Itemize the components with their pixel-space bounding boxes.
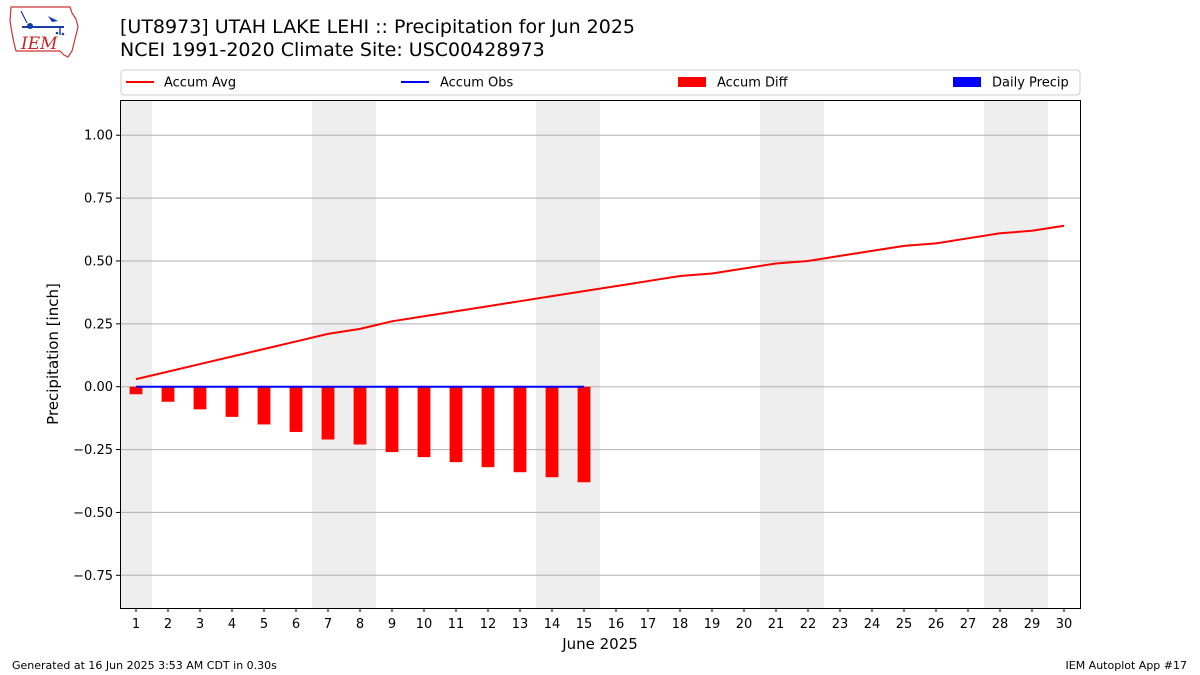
legend-label: Accum Avg	[164, 76, 236, 91]
y-axis: −0.75 −0.50 −0.25 0.00 0.25 0.50 0.75 1.00	[73, 129, 120, 584]
legend-accum-avg: Accum Avg	[126, 76, 236, 91]
y-tick-label: −0.25	[73, 443, 113, 458]
diff-bar	[353, 386, 367, 445]
x-tick-label: 17	[640, 617, 657, 632]
diff-bar	[513, 386, 527, 473]
x-tick-label: 2	[164, 617, 172, 632]
legend-accum-obs: Accum Obs	[401, 76, 513, 91]
x-tick-label: 21	[768, 617, 785, 632]
weekend-shading	[120, 100, 1048, 608]
y-tick-label: 0.00	[84, 380, 113, 395]
diff-bar	[257, 386, 271, 425]
x-tick-label: 11	[448, 617, 465, 632]
x-tick-label: 8	[356, 617, 364, 632]
x-tick-label: 14	[544, 617, 561, 632]
legend-swatch-bar	[953, 77, 981, 87]
iem-logo: IEM	[9, 6, 79, 58]
y-tick-label: 0.75	[84, 192, 113, 207]
weekend-band	[760, 100, 824, 608]
series-lines	[135, 224, 1065, 388]
x-tick-label: 25	[896, 617, 913, 632]
diff-bar	[225, 386, 239, 417]
x-tick-label: 5	[260, 617, 268, 632]
diff-bar	[481, 386, 495, 468]
x-tick-label: 13	[512, 617, 529, 632]
plot-frame	[120, 100, 1081, 609]
x-tick-label: 7	[324, 617, 332, 632]
weekend-band	[312, 100, 376, 608]
diff-bar	[417, 386, 431, 458]
y-tick-label: −0.50	[73, 506, 113, 521]
diff-bar	[321, 386, 335, 440]
x-tick-label: 10	[416, 617, 433, 632]
app-credit: IEM Autoplot App #17	[1065, 659, 1188, 672]
generated-timestamp: Generated at 16 Jun 2025 3:53 AM CDT in …	[12, 659, 277, 672]
diff-bar	[577, 386, 591, 483]
x-tick-label: 22	[800, 617, 817, 632]
x-tick-label: 15	[576, 617, 593, 632]
x-tick-label: 27	[960, 617, 977, 632]
x-tick-label: 4	[228, 617, 236, 632]
weekend-band	[984, 100, 1048, 608]
legend-label: Accum Obs	[440, 76, 513, 91]
weekend-band	[536, 100, 600, 608]
iem-logo-text: IEM	[20, 34, 58, 54]
iem-iowa-logo-icon	[9, 6, 79, 58]
x-tick-label: 18	[672, 617, 689, 632]
x-axis-title: June 2025	[561, 635, 638, 653]
weekend-band	[120, 100, 152, 608]
diff-bar	[161, 386, 175, 402]
y-tick-label: 0.25	[84, 317, 113, 332]
legend-label: Accum Diff	[717, 76, 789, 91]
gridlines	[120, 134, 1080, 576]
x-tick-label: 28	[992, 617, 1009, 632]
chart-title: [UT8973] UTAH LAKE LEHI :: Precipitation…	[120, 16, 636, 38]
x-tick-label: 26	[928, 617, 945, 632]
diff-bar	[289, 386, 303, 432]
y-tick-label: −0.75	[73, 569, 113, 584]
accum-avg-line	[135, 224, 1065, 381]
x-axis: 1 2 3 4 5 6 7 8 9 10 11 12 13 14 15 16 17 18 19 20 21 22 23 24 2…	[132, 608, 1072, 632]
x-tick-label: 12	[480, 617, 497, 632]
chart-title-block: [UT8973] UTAH LAKE LEHI :: Precipitation…	[120, 16, 635, 62]
y-tick-label: 1.00	[84, 129, 113, 144]
diff-bar	[193, 386, 207, 410]
x-tick-label: 6	[292, 617, 300, 632]
x-tick-label: 20	[736, 617, 753, 632]
x-tick-label: 30	[1056, 617, 1073, 632]
y-tick-label: 0.50	[84, 254, 113, 269]
chart-subtitle: NCEI 1991-2020 Climate Site: USC00428973	[120, 39, 545, 61]
x-tick-label: 9	[388, 617, 396, 632]
x-tick-label: 19	[704, 617, 721, 632]
x-tick-label: 23	[832, 617, 849, 632]
x-tick-label: 3	[196, 617, 204, 632]
x-tick-label: 1	[132, 617, 140, 632]
y-axis-title: Precipitation [inch]	[44, 283, 62, 425]
legend: Accum Avg Accum Obs Accum Diff Daily Precip	[120, 69, 1081, 96]
legend-label: Daily Precip	[992, 76, 1069, 91]
legend-swatch-bar	[678, 77, 706, 87]
diff-bar	[449, 386, 463, 463]
diff-bars	[129, 386, 591, 483]
x-tick-label: 29	[1024, 617, 1041, 632]
legend-accum-diff: Accum Diff	[678, 76, 789, 91]
legend-daily-precip: Daily Precip	[953, 76, 1069, 91]
x-tick-label: 16	[608, 617, 625, 632]
legend-box	[120, 69, 1081, 96]
diff-bar	[545, 386, 559, 478]
diff-bar	[385, 386, 399, 453]
diff-bar	[129, 386, 143, 395]
x-tick-label: 24	[864, 617, 881, 632]
